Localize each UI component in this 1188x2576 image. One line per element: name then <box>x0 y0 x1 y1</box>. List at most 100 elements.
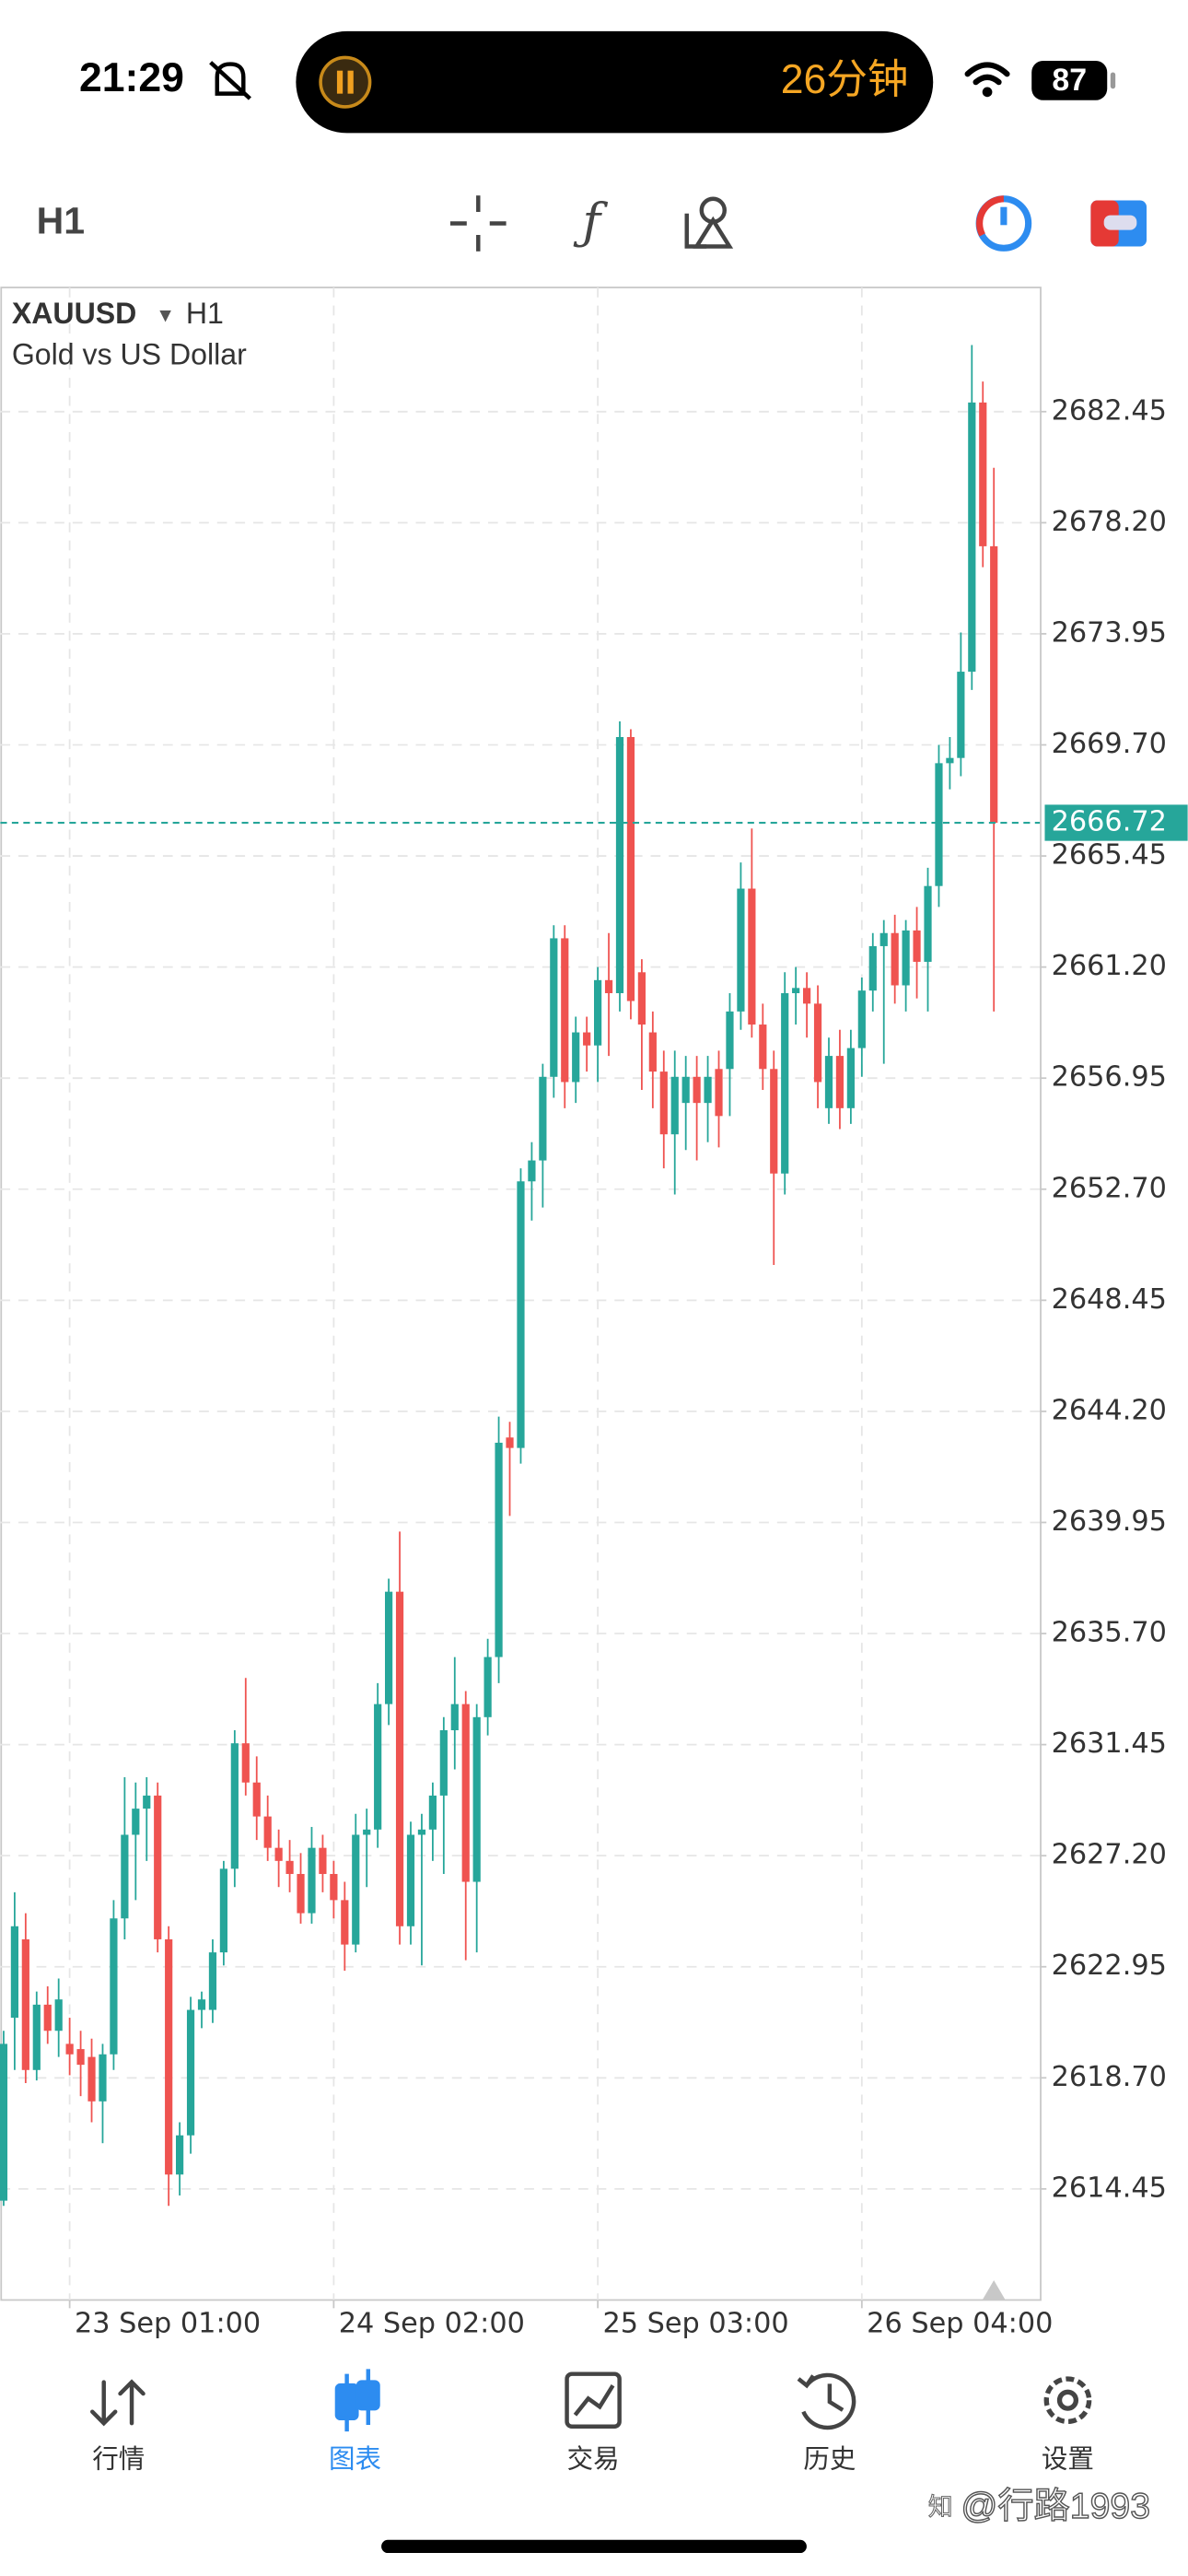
tab-trade-icon <box>565 2371 622 2429</box>
candle-body <box>297 1874 305 1914</box>
candle-body <box>495 1442 503 1657</box>
x-tick-label: 26 Sep 04:00 <box>867 2308 1053 2340</box>
battery <box>1031 60 1108 100</box>
last-price-label: 2666.72 <box>1052 806 1167 838</box>
candle-body <box>879 932 888 946</box>
candle-body <box>21 1938 29 2070</box>
candle-body <box>263 1816 272 1848</box>
y-tick-label: 2644.20 <box>1052 1394 1167 1426</box>
candle-body <box>176 2135 184 2175</box>
candle-body <box>374 1704 382 1830</box>
candle-body <box>197 1999 206 2010</box>
candle-body <box>824 1056 833 1108</box>
candle-body <box>472 1716 481 1882</box>
candle-body <box>428 1795 437 1830</box>
candle-body <box>648 1032 657 1072</box>
candle-body <box>781 993 789 1174</box>
candle-body <box>670 1076 679 1135</box>
candle-body <box>385 1591 393 1704</box>
tab-settings-icon <box>1043 2376 1092 2425</box>
candle-body <box>439 1729 448 1796</box>
trade-signal-button[interactable] <box>975 195 1032 252</box>
candle-body <box>792 988 800 994</box>
tab-bar: 行情 图表 交易 历史 设置 <box>92 2445 1094 2475</box>
one-click-button[interactable] <box>1090 200 1147 247</box>
battery-tip <box>1110 72 1116 89</box>
candle-body <box>913 930 921 962</box>
candle-body <box>241 1743 250 1783</box>
last-price-box <box>1044 804 1188 841</box>
y-tick-label: 2656.95 <box>1052 1061 1167 1094</box>
shift-marker <box>982 2280 1006 2301</box>
home-indicator <box>381 2539 807 2554</box>
candle-body <box>208 1952 217 2010</box>
indicators-button[interactable]: ƒ <box>573 192 608 250</box>
candle-body <box>528 1160 536 1182</box>
candle-body <box>132 1809 140 1835</box>
candle-body <box>154 1795 162 1939</box>
candle-body <box>935 763 943 886</box>
tab-label[interactable]: 图表 <box>329 2445 381 2475</box>
crosshair-button[interactable] <box>449 195 507 252</box>
candle-body <box>902 930 910 986</box>
candle-body <box>219 1868 227 1953</box>
dynamic-island <box>296 30 934 134</box>
candle-body <box>637 972 646 1025</box>
candle-body <box>110 1918 118 2055</box>
mute-icon <box>209 61 251 100</box>
y-tick-label: 2665.45 <box>1052 839 1167 872</box>
candle-body <box>230 1743 239 1869</box>
y-tick-label: 2669.70 <box>1052 728 1167 760</box>
candle-body <box>990 545 998 824</box>
tab-chart-icon <box>334 2369 380 2432</box>
pause-bar <box>347 70 354 94</box>
candle-body <box>352 1834 360 1945</box>
candle-body <box>572 1032 580 1083</box>
wifi-icon <box>964 62 1010 86</box>
tab-label[interactable]: 历史 <box>803 2445 856 2475</box>
candle-body <box>165 1938 173 2175</box>
candle-body <box>517 1181 525 1448</box>
y-tick-label: 2673.95 <box>1052 616 1167 649</box>
y-tick-label: 2652.70 <box>1052 1172 1167 1204</box>
tab-label[interactable]: 交易 <box>567 2445 620 2475</box>
candle-body <box>583 1032 591 1046</box>
candle-body <box>924 885 932 962</box>
x-tick-label: 23 Sep 01:00 <box>75 2308 261 2340</box>
y-tick-label: 2618.70 <box>1052 2061 1167 2093</box>
candle-body <box>506 1437 514 1448</box>
status-time: 21:29 <box>79 55 184 100</box>
candle-body <box>406 1834 415 1926</box>
candle-body <box>968 402 976 673</box>
objects-button[interactable] <box>684 196 734 249</box>
candle-body <box>43 2004 52 2032</box>
candle-body <box>0 2043 8 2201</box>
candle-body <box>363 1829 371 1835</box>
candle-body <box>121 1834 129 1919</box>
symbol-dropdown[interactable] <box>159 310 171 322</box>
candle-body <box>274 1847 283 1861</box>
candle-body <box>813 1003 822 1083</box>
candle-body <box>483 1657 492 1717</box>
chart-subtitle: Gold vs US Dollar <box>12 337 247 370</box>
plot-area <box>0 287 1047 2309</box>
tab-label[interactable]: 设置 <box>1042 2445 1094 2475</box>
candle-body <box>626 736 635 1001</box>
candle-body <box>54 1999 63 2032</box>
candle-body <box>715 1069 723 1117</box>
candle-body <box>594 979 602 1046</box>
timeframe-button[interactable]: H1 <box>37 199 85 241</box>
candle-body <box>87 2056 96 2102</box>
tab-history-icon <box>797 2372 856 2430</box>
candle-body <box>891 932 899 986</box>
watermark: @行路1993 <box>961 2486 1151 2526</box>
y-tick-label: 2635.70 <box>1052 1617 1167 1649</box>
candle-body <box>99 2054 107 2102</box>
candle-body <box>857 990 866 1048</box>
candle-body <box>946 757 954 764</box>
candle-body <box>395 1591 404 1926</box>
candle-body <box>681 1076 690 1104</box>
tab-label[interactable]: 行情 <box>92 2445 145 2475</box>
candle-body <box>604 979 613 994</box>
